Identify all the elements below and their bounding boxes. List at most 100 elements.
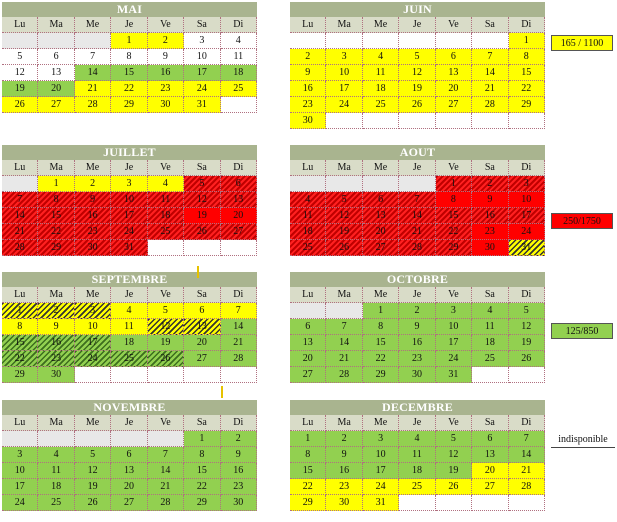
day-cell[interactable]: 3 bbox=[2, 447, 39, 463]
day-cell[interactable]: 11 bbox=[362, 65, 400, 81]
day-cell[interactable]: 25 bbox=[111, 351, 148, 367]
day-cell[interactable]: 2 bbox=[472, 176, 509, 192]
day-cell[interactable]: 1 bbox=[508, 33, 545, 49]
day-cell[interactable]: 24 bbox=[362, 479, 400, 495]
day-cell[interactable]: 6 bbox=[111, 447, 148, 463]
day-cell[interactable]: 7 bbox=[2, 192, 39, 208]
day-cell[interactable]: 22 bbox=[290, 479, 327, 495]
day-cell[interactable]: 27 bbox=[290, 367, 327, 383]
day-cell[interactable]: 15 bbox=[184, 463, 221, 479]
day-cell[interactable]: 13 bbox=[184, 319, 221, 335]
day-cell[interactable]: 1 bbox=[2, 303, 39, 319]
day-cell[interactable]: 19 bbox=[399, 81, 436, 97]
day-cell[interactable]: 16 bbox=[147, 65, 185, 81]
day-cell[interactable]: 1 bbox=[435, 176, 473, 192]
day-cell[interactable]: 8 bbox=[290, 447, 327, 463]
day-cell[interactable]: 18 bbox=[362, 81, 400, 97]
day-cell[interactable]: 20 bbox=[38, 81, 75, 97]
day-cell[interactable]: 24 bbox=[2, 495, 39, 511]
day-cell[interactable]: 9 bbox=[290, 65, 327, 81]
day-cell[interactable]: 24 bbox=[326, 97, 363, 113]
day-cell[interactable]: 7 bbox=[472, 49, 509, 65]
day-cell[interactable]: 12 bbox=[74, 463, 112, 479]
day-cell[interactable]: 9 bbox=[399, 319, 436, 335]
day-cell[interactable]: 20 bbox=[290, 351, 327, 367]
day-cell[interactable]: 3 bbox=[435, 303, 473, 319]
day-cell[interactable]: 26 bbox=[508, 351, 545, 367]
day-cell[interactable]: 3 bbox=[326, 49, 363, 65]
day-cell[interactable]: 29 bbox=[290, 495, 327, 511]
day-cell[interactable]: 8 bbox=[435, 192, 473, 208]
day-cell[interactable]: 2 bbox=[399, 303, 436, 319]
day-cell[interactable]: 27 bbox=[435, 97, 473, 113]
day-cell[interactable]: 27 bbox=[38, 97, 75, 113]
day-cell[interactable]: 26 bbox=[326, 240, 363, 256]
day-cell[interactable]: 14 bbox=[326, 335, 363, 351]
day-cell[interactable]: 21 bbox=[2, 224, 39, 240]
day-cell[interactable]: 6 bbox=[290, 319, 327, 335]
day-cell[interactable]: 14 bbox=[472, 65, 509, 81]
day-cell[interactable]: 17 bbox=[326, 81, 363, 97]
day-cell[interactable]: 14 bbox=[74, 65, 112, 81]
day-cell[interactable]: 5 bbox=[508, 303, 545, 319]
day-cell[interactable]: 17 bbox=[74, 335, 112, 351]
day-cell[interactable]: 7 bbox=[220, 303, 257, 319]
day-cell[interactable]: 20 bbox=[362, 224, 400, 240]
day-cell[interactable]: 22 bbox=[435, 224, 473, 240]
day-cell[interactable]: 21 bbox=[326, 351, 363, 367]
day-cell[interactable]: 12 bbox=[147, 319, 185, 335]
day-cell[interactable]: 12 bbox=[326, 208, 363, 224]
day-cell[interactable]: 6 bbox=[472, 431, 509, 447]
day-cell[interactable]: 5 bbox=[2, 49, 39, 65]
day-cell[interactable]: 26 bbox=[74, 495, 112, 511]
day-cell[interactable]: 4 bbox=[111, 303, 148, 319]
day-cell[interactable]: 13 bbox=[362, 208, 400, 224]
day-cell[interactable]: 5 bbox=[184, 176, 221, 192]
day-cell[interactable]: 22 bbox=[508, 81, 545, 97]
day-cell[interactable]: 25 bbox=[399, 479, 436, 495]
day-cell[interactable]: 21 bbox=[74, 81, 112, 97]
day-cell[interactable]: 28 bbox=[147, 495, 185, 511]
day-cell[interactable]: 11 bbox=[472, 319, 509, 335]
day-cell[interactable]: 16 bbox=[399, 335, 436, 351]
day-cell[interactable]: 12 bbox=[2, 65, 39, 81]
day-cell[interactable]: 23 bbox=[147, 81, 185, 97]
day-cell[interactable]: 16 bbox=[38, 335, 75, 351]
day-cell[interactable]: 20 bbox=[435, 81, 473, 97]
day-cell[interactable]: 11 bbox=[38, 463, 75, 479]
day-cell[interactable]: 5 bbox=[326, 192, 363, 208]
day-cell[interactable]: 13 bbox=[472, 447, 509, 463]
day-cell[interactable]: 30 bbox=[290, 113, 327, 129]
day-cell[interactable]: 29 bbox=[184, 495, 221, 511]
day-cell[interactable]: 8 bbox=[508, 49, 545, 65]
day-cell[interactable]: 25 bbox=[362, 97, 400, 113]
day-cell[interactable]: 18 bbox=[220, 65, 257, 81]
day-cell[interactable]: 4 bbox=[362, 49, 400, 65]
day-cell[interactable]: 11 bbox=[111, 319, 148, 335]
day-cell[interactable]: 6 bbox=[220, 176, 257, 192]
day-cell[interactable]: 16 bbox=[290, 81, 327, 97]
day-cell[interactable]: 23 bbox=[472, 224, 509, 240]
day-cell[interactable]: 15 bbox=[111, 65, 148, 81]
day-cell[interactable]: 3 bbox=[111, 176, 148, 192]
day-cell[interactable]: 14 bbox=[220, 319, 257, 335]
day-cell[interactable]: 18 bbox=[111, 335, 148, 351]
day-cell[interactable]: 20 bbox=[111, 479, 148, 495]
day-cell[interactable]: 3 bbox=[184, 33, 221, 49]
day-cell[interactable]: 27 bbox=[362, 240, 400, 256]
day-cell[interactable]: 25 bbox=[290, 240, 327, 256]
day-cell[interactable]: 25 bbox=[472, 351, 509, 367]
day-cell[interactable]: 10 bbox=[2, 463, 39, 479]
day-cell[interactable]: 29 bbox=[111, 97, 148, 113]
day-cell[interactable]: 16 bbox=[74, 208, 112, 224]
day-cell[interactable]: 23 bbox=[38, 351, 75, 367]
day-cell[interactable]: 31 bbox=[435, 367, 473, 383]
day-cell[interactable]: 6 bbox=[38, 49, 75, 65]
day-cell[interactable]: 4 bbox=[399, 431, 436, 447]
day-cell[interactable]: 15 bbox=[2, 335, 39, 351]
day-cell[interactable]: 1 bbox=[290, 431, 327, 447]
day-cell[interactable]: 26 bbox=[399, 97, 436, 113]
day-cell[interactable]: 30 bbox=[38, 367, 75, 383]
day-cell[interactable]: 18 bbox=[399, 463, 436, 479]
day-cell[interactable]: 20 bbox=[472, 463, 509, 479]
